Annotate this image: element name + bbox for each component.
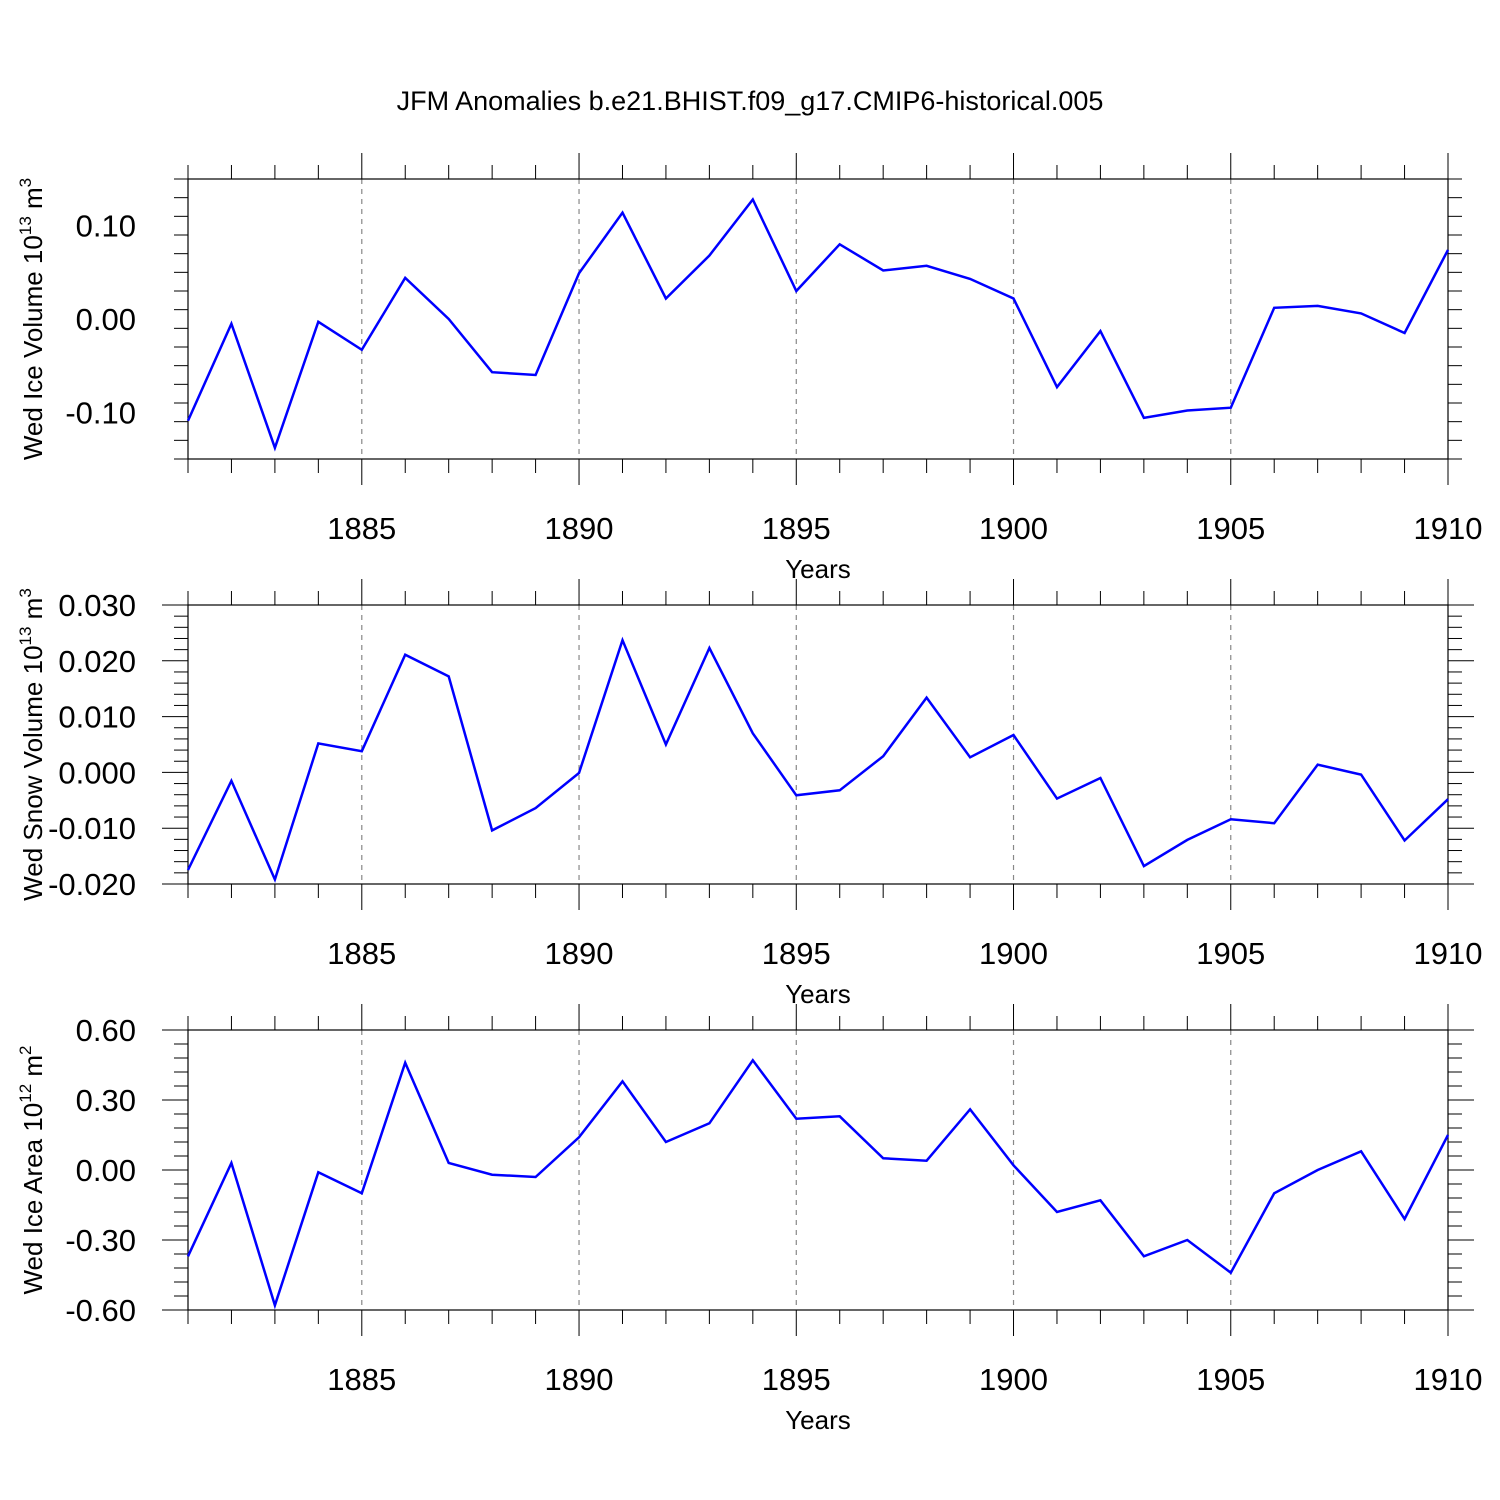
x-axis-title: Years: [785, 1405, 851, 1435]
plot-frame: [187, 1029, 1449, 1311]
x-tick-label: 1885: [327, 1362, 396, 1397]
x-tick-label: 1905: [1196, 511, 1265, 546]
y-tick-label: 0.030: [58, 588, 136, 623]
x-tick-label: 1910: [1414, 1362, 1483, 1397]
x-tick-label: 1885: [327, 936, 396, 971]
y-tick-label: -0.010: [48, 811, 136, 846]
y-tick-label: -0.020: [48, 867, 136, 902]
plot-frame: [187, 604, 1449, 885]
y-tick-label: 0.000: [58, 755, 136, 790]
series-line: [186, 197, 1450, 452]
chart-title: JFM Anomalies b.e21.BHIST.f09_g17.CMIP6-…: [396, 86, 1104, 116]
y-tick-label: 0.60: [76, 1013, 136, 1048]
x-tick-label: 1900: [979, 511, 1048, 546]
x-tick-label: 1900: [979, 936, 1048, 971]
y-axis-title: Wed Ice Volume 1013 m3: [16, 178, 48, 460]
y-tick-label: -0.30: [65, 1223, 136, 1258]
y-tick-label: -0.60: [65, 1293, 136, 1328]
x-tick-label: 1905: [1196, 1362, 1265, 1397]
y-tick-label: -0.10: [65, 395, 136, 430]
y-axis-title: Wed Ice Area 1012 m2: [16, 1045, 48, 1294]
panel-3: -0.60 -0.30 0.00 0.30 0.60 1885 1890 1895 1900 19…: [16, 1004, 1482, 1435]
x-tick-label: 1900: [979, 1362, 1048, 1397]
x-tick-label: 1895: [762, 511, 831, 546]
x-axis-title: Years: [785, 979, 851, 1009]
x-tick-label: 1910: [1414, 936, 1483, 971]
series-line: [186, 636, 1449, 884]
panel-1: -0.10 0.00 0.10 1885 1890 1895 1900 1905 1910 Yea…: [16, 153, 1482, 584]
series-line: [186, 1058, 1450, 1310]
y-tick-label: 0.30: [76, 1083, 136, 1118]
x-tick-label: 1910: [1414, 511, 1483, 546]
plot-frame: [187, 178, 1449, 460]
y-tick-label: 0.010: [58, 700, 136, 735]
x-tick-label: 1895: [762, 1362, 831, 1397]
x-tick-label: 1885: [327, 511, 396, 546]
y-tick-label: 0.00: [76, 1153, 136, 1188]
y-tick-label: 0.020: [58, 644, 136, 679]
x-axis-title: Years: [785, 554, 851, 584]
y-tick-label: 0.00: [76, 302, 136, 337]
x-tick-label: 1895: [762, 936, 831, 971]
panel-2: -0.020 -0.010 0.000 0.010 0.020 0.030 1885 1890…: [16, 579, 1482, 1009]
y-axis-title: Wed Snow Volume 1013 m3: [16, 588, 48, 901]
x-tick-label: 1890: [545, 1362, 614, 1397]
y-tick-label: 0.10: [76, 209, 136, 244]
x-tick-label: 1905: [1196, 936, 1265, 971]
x-tick-label: 1890: [545, 511, 614, 546]
x-tick-label: 1890: [545, 936, 614, 971]
